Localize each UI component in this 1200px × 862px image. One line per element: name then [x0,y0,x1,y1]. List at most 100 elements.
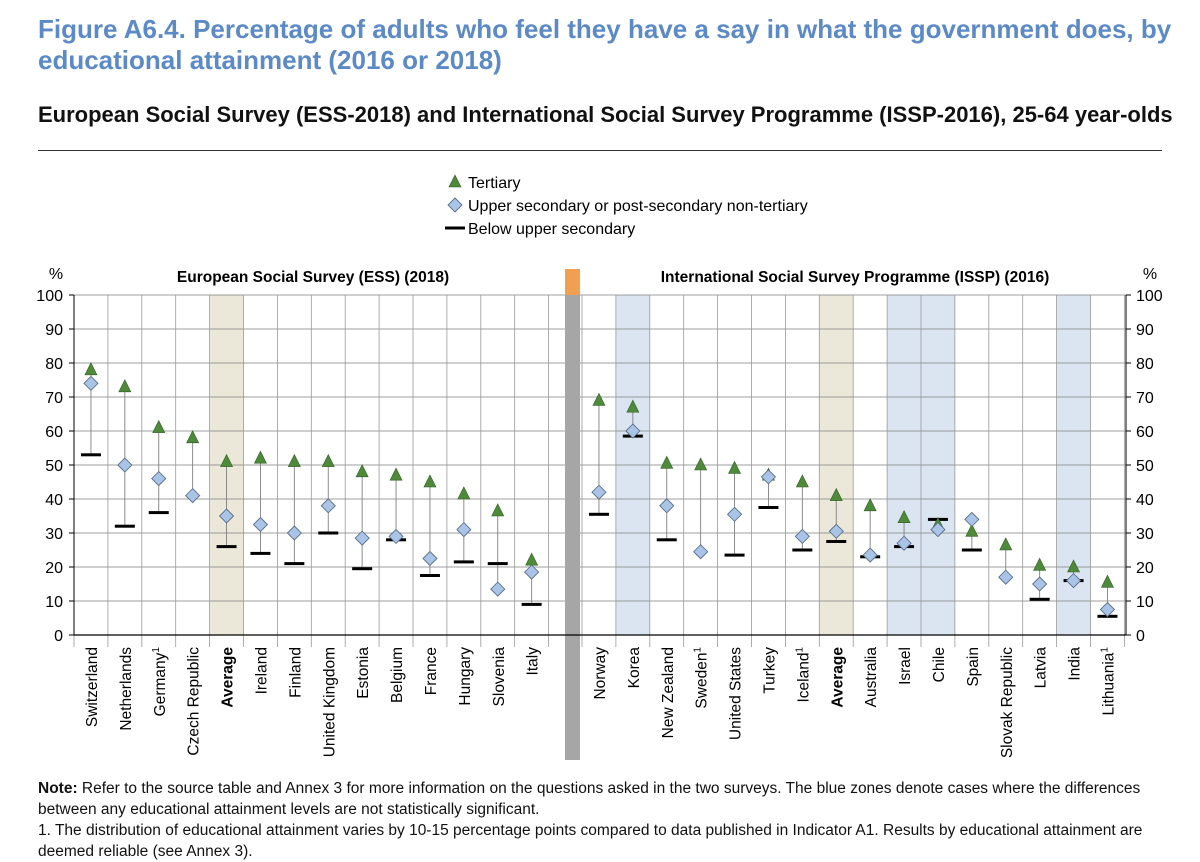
upper-secondary-marker [591,484,607,500]
category-labels: Switzerland Netherlands Germany1 Czech Repu… [84,647,1117,759]
tertiary-marker [728,460,742,474]
data-group-india [1063,559,1084,589]
category-label: Estonia [355,647,372,699]
footnote-1: 1. The distribution of educational attai… [38,822,1143,860]
data-group-finland [284,453,305,566]
tertiary-marker [829,487,843,501]
data-group-united-kingdom [318,453,339,535]
data-group-switzerland [80,362,101,457]
tertiary-marker [423,474,437,488]
below-upper-secondary-marker [521,602,542,606]
axes: 0 0 10 10 20 20 30 30 40 40 50 50 60 60 70 70 80 80 90 90 10… [36,266,1163,760]
legend: Tertiary Upper secondary or post-secondar… [445,174,808,238]
data-group-italy [521,552,542,606]
gridlines [73,294,1126,647]
upper-secondary-marker [218,508,235,524]
y-tick-label-left: 20 [45,560,63,577]
y-tick-label-left: 100 [36,288,63,305]
category-label: Germany1 [151,647,169,717]
category-label: Sweden1 [693,647,711,709]
below-upper-secondary-marker [453,560,474,564]
below-upper-secondary-marker [250,551,271,555]
category-label: Hungary [457,647,474,706]
tertiary-marker [626,399,640,413]
note-text: Refer to the source table and Annex 3 fo… [38,780,1141,818]
category-label: India [1067,647,1084,681]
y-tick-label-left: 70 [45,390,63,407]
panel-label: International Social Survey Programme (I… [661,269,1050,286]
data-group-united-states [724,460,745,557]
upper-secondary-marker [896,535,912,551]
tertiary-marker [118,379,132,393]
tertiary-marker [152,419,166,433]
below-upper-secondary-marker [148,511,169,515]
data-group-slovenia [487,503,508,597]
y-unit-left: % [49,266,63,283]
y-tick-label-right: 90 [1136,322,1154,339]
tertiary-marker [592,392,606,406]
data-group-chile [927,516,948,538]
category-label: France [423,647,440,695]
data-group-france [419,474,440,577]
y-unit-right: % [1143,266,1157,283]
category-label: Italy [525,647,542,676]
below-upper-secondary-marker [114,524,135,528]
y-tick-label-right: 40 [1136,492,1154,509]
data-group-hungary [453,486,474,564]
category-label: Average [829,647,846,708]
tertiary-marker [355,464,369,478]
data-group-australia [860,498,881,563]
below-upper-secondary-marker [419,574,440,577]
y-tick-label-right: 10 [1136,594,1154,611]
category-label: Belgium [389,647,406,703]
y-tick-label-right: 80 [1136,356,1154,373]
y-tick-label-right: 60 [1136,424,1154,441]
tertiary-marker [1100,574,1114,588]
data-group-new-zealand [656,455,677,542]
category-label: Czech Republic [186,647,203,756]
data-group-iceland [792,474,813,552]
data-group-germany [148,419,169,515]
category-label: Slovenia [491,647,508,707]
tertiary-marker [253,450,267,464]
upper-secondary-marker [185,487,201,504]
category-label: Australia [863,647,880,708]
upper-secondary-marker [388,528,404,545]
tertiary-marker [457,486,471,500]
below-upper-secondary-marker [826,540,847,543]
upper-secondary-marker [760,469,777,485]
upper-secondary-marker [422,550,438,567]
note-label: Note: [38,780,78,797]
upper-secondary-marker [1065,572,1082,589]
category-label: Netherlands [118,647,135,731]
chart-area: Tertiary Upper secondary or post-secondar… [36,174,1163,760]
data-group-netherlands [114,379,135,528]
y-tick-label-right: 100 [1136,288,1163,305]
tertiary-marker [491,503,505,517]
y-tick-label-right: 50 [1136,458,1154,475]
legend-label-tertiary: Tertiary [468,175,520,192]
tertiary-marker [694,457,708,471]
upper-secondary-marker [83,375,99,392]
upper-secondary-marker [151,470,167,487]
below-upper-secondary-marker [445,226,465,230]
category-label: New Zealand [660,647,677,738]
data-group-sweden [693,457,709,560]
upper-secondary-marker [1099,601,1116,618]
y-tick-label-left: 30 [45,526,63,543]
upper-secondary-marker [286,525,302,541]
below-upper-secondary-marker [724,553,745,557]
data-group-czech-republic [185,430,201,504]
upper-secondary-marker [828,523,844,539]
tertiary-marker [795,474,809,488]
data-group-ireland [250,450,271,555]
note-paragraph: Note: Refer to the source table and Anne… [38,778,1168,820]
footnote-marker: 1 [693,647,704,653]
legend-label-upper_secondary: Upper secondary or post-secondary non-te… [468,198,808,215]
y-tick-label-right: 0 [1136,628,1145,645]
upper-secondary-marker [726,506,743,522]
footnote-marker: 1 [151,647,162,653]
upper-secondary-marker [693,544,709,560]
tertiary-marker [448,174,462,188]
below-upper-secondary-marker [352,567,373,571]
